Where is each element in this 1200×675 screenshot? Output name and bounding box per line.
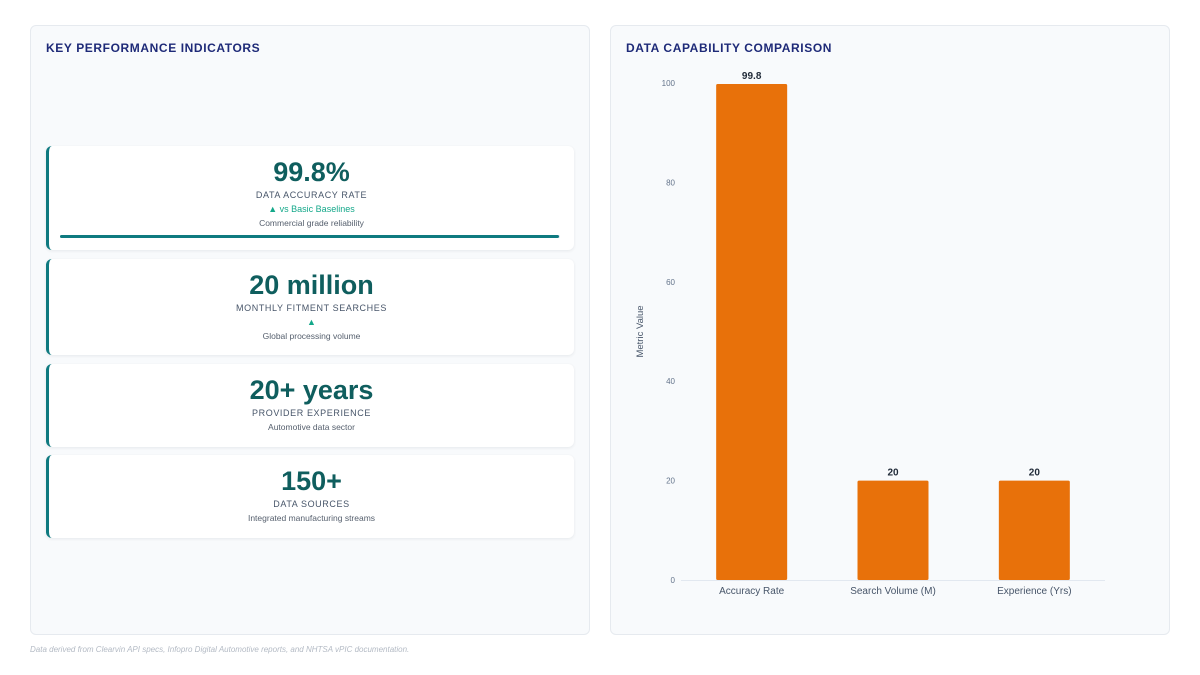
kpi-trend: ▲ vs Basic Baselines xyxy=(268,204,355,214)
kpi-label: MONTHLY FITMENT SEARCHES xyxy=(236,303,387,313)
kpi-note: Commercial grade reliability xyxy=(259,218,364,228)
kpi-panel: KEY PERFORMANCE INDICATORS 99.8% DATA AC… xyxy=(30,25,590,635)
trend-up-icon: ▲ xyxy=(307,317,316,327)
y-tick-label: 0 xyxy=(671,576,676,585)
progress-bar-fill xyxy=(60,235,559,238)
x-tick-label: Accuracy Rate xyxy=(719,586,784,597)
kpi-note: Global processing volume xyxy=(262,331,361,341)
kpi-card-accuracy: 99.8% DATA ACCURACY RATE ▲ vs Basic Base… xyxy=(46,146,574,250)
kpi-card-searches: 20 million MONTHLY FITMENT SEARCHES ▲ Gl… xyxy=(46,259,574,355)
kpi-panel-title: KEY PERFORMANCE INDICATORS xyxy=(46,41,261,55)
kpi-card-sources: 150+ DATA SOURCES Integrated manufacturi… xyxy=(46,455,574,538)
kpi-card-experience: 20+ years PROVIDER EXPERIENCE Automotive… xyxy=(46,364,574,447)
chart-title: DATA CAPABILITY COMPARISON xyxy=(626,41,833,55)
kpi-label: PROVIDER EXPERIENCE xyxy=(252,408,371,418)
y-tick-label: 20 xyxy=(666,477,675,486)
kpi-note: Automotive data sector xyxy=(268,422,355,432)
bar xyxy=(857,480,929,580)
y-tick-label: 80 xyxy=(666,178,675,187)
y-tick-label: 40 xyxy=(666,377,675,386)
kpi-value: 20+ years xyxy=(249,375,374,405)
chart-panel: DATA CAPABILITY COMPARISON 0 20 40 60 80 100 M… xyxy=(610,25,1170,635)
bar-data-label: 99.8 xyxy=(742,71,762,82)
bar-data-label: 20 xyxy=(1029,468,1041,479)
kpi-label: DATA SOURCES xyxy=(273,499,350,509)
kpi-value: 20 million xyxy=(249,270,374,300)
kpi-value: 150+ xyxy=(281,466,342,496)
x-tick-label: Experience (Yrs) xyxy=(997,586,1071,597)
bar xyxy=(998,480,1070,580)
bar-data-label: 20 xyxy=(887,468,899,479)
y-tick-label: 60 xyxy=(666,278,675,287)
kpi-label: DATA ACCURACY RATE xyxy=(255,190,368,200)
bar xyxy=(716,83,788,580)
bar-chart: 0 20 40 60 80 100 Metric Value 99.8 Accuracy Rat… xyxy=(635,71,1105,597)
y-tick-label: 100 xyxy=(662,79,676,88)
progress-bar xyxy=(60,235,560,238)
kpi-note: Integrated manufacturing streams xyxy=(247,513,376,523)
y-axis-label: Metric Value xyxy=(635,305,646,357)
x-tick-label: Search Volume (M) xyxy=(850,586,936,597)
footer-source-note: Data derived from Clearvin API specs, In… xyxy=(30,645,410,654)
kpi-value: 99.8% xyxy=(273,157,350,187)
